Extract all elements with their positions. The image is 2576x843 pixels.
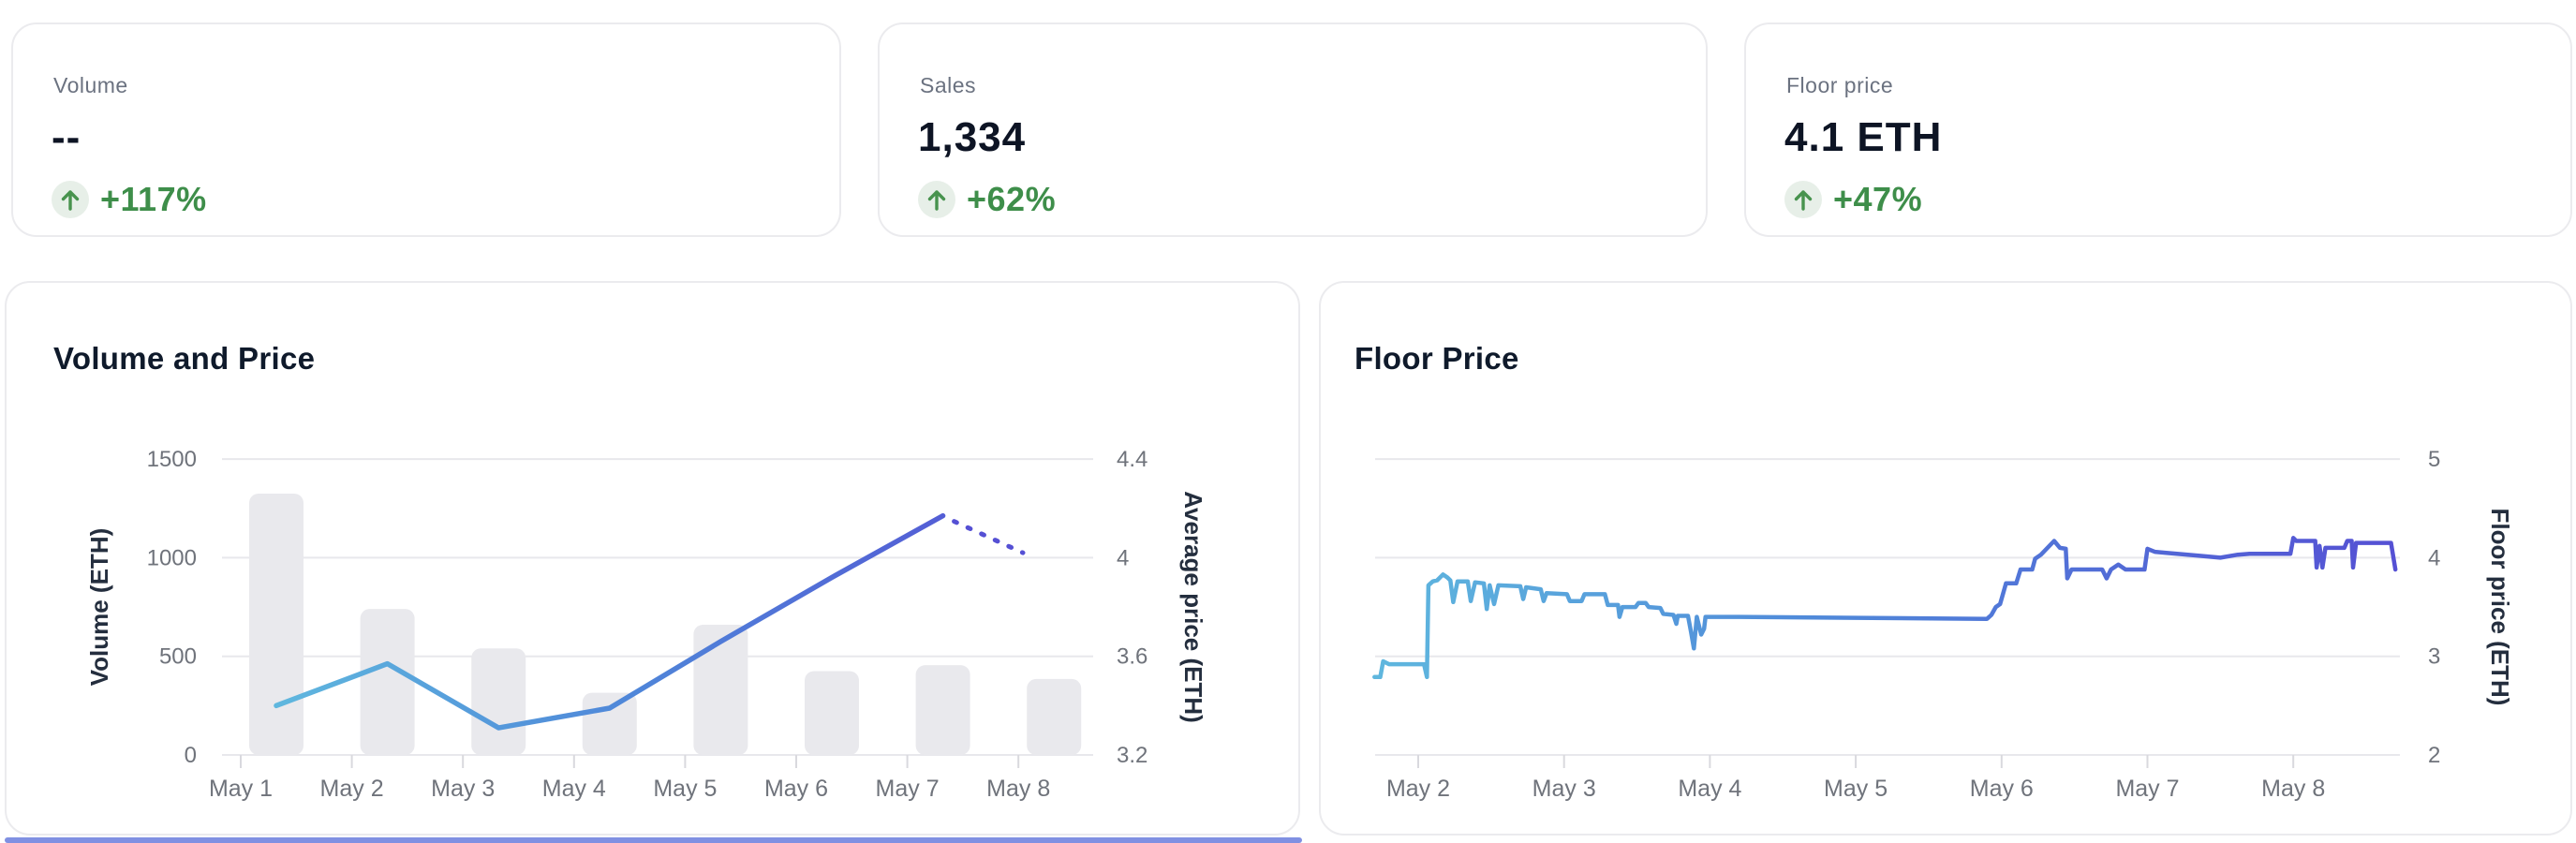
right-axis-tick-label: 4 xyxy=(1117,545,1129,570)
x-axis-label: May 3 xyxy=(1532,776,1596,802)
x-axis-label: May 5 xyxy=(653,776,717,802)
volume-and-price-chart[interactable]: 0 3.2 500 3.6 1000 4 1500 4.4 May 1 May 2 May 3 May… xyxy=(7,283,1300,836)
x-axis-label: May 4 xyxy=(1678,776,1741,802)
projected-price-line[interactable] xyxy=(952,519,1026,555)
floor-price-line[interactable] xyxy=(1372,536,2398,680)
left-axis-title: Volume (ETH) xyxy=(85,528,113,687)
right-axis-tick-label: 4 xyxy=(2428,545,2440,570)
volume-bar[interactable] xyxy=(1027,678,1082,755)
x-axis-label: May 2 xyxy=(320,776,384,802)
y-axis-tick-label: 0 xyxy=(185,743,197,768)
volume-and-price-chart-card: Volume and Price 0 3.2 500 3.6 1000 4 1500 4.4 M… xyxy=(5,281,1300,836)
x-axis-label: May 8 xyxy=(2261,776,2325,802)
right-axis-title: Floor price (ETH) xyxy=(2486,509,2514,706)
stat-change-badge: +62% xyxy=(918,180,1056,219)
chart-title: Floor Price xyxy=(1355,341,1519,376)
volume-bar[interactable] xyxy=(360,609,415,755)
x-axis-label: May 1 xyxy=(209,776,273,802)
y-axis-tick-label: 1500 xyxy=(147,447,197,472)
stat-value: -- xyxy=(52,114,81,160)
right-axis-tick-label: 4.4 xyxy=(1117,447,1147,472)
volume-bar[interactable] xyxy=(693,625,748,755)
x-axis-label: May 4 xyxy=(542,776,606,802)
x-axis-label: May 6 xyxy=(1970,776,2034,802)
partial-next-section-edge xyxy=(5,837,1302,843)
stat-change-value: +47% xyxy=(1833,180,1923,218)
right-axis-tick-label: 3 xyxy=(2428,644,2440,670)
y-axis-tick-label: 500 xyxy=(159,644,197,670)
right-axis-tick-label: 5 xyxy=(2428,447,2440,472)
stat-label: Floor price xyxy=(1786,73,1894,97)
arrow-up-icon xyxy=(1784,181,1822,218)
x-axis-label: May 6 xyxy=(764,776,828,802)
average-price-line[interactable] xyxy=(274,512,946,731)
arrow-up-icon xyxy=(52,181,89,218)
x-axis-label: May 7 xyxy=(2115,776,2179,802)
x-axis-label: May 5 xyxy=(1824,776,1888,802)
volume-bar[interactable] xyxy=(805,671,859,755)
x-axis-label: May 3 xyxy=(431,776,495,802)
volume-bar[interactable] xyxy=(915,665,970,755)
right-axis-tick-label: 2 xyxy=(2428,743,2440,768)
y-axis-tick-label: 1000 xyxy=(147,545,197,570)
floor-price-chart-card: Floor Price 2 3 4 5 May 2 May 3 May 4 May 5 May … xyxy=(1319,281,2572,836)
stat-label: Volume xyxy=(53,73,128,97)
right-axis-title: Average price (ETH) xyxy=(1179,491,1207,723)
chart-title: Volume and Price xyxy=(53,341,316,376)
stat-card-sales: Sales 1,334 +62% xyxy=(878,22,1708,237)
stat-value: 4.1 ETH xyxy=(1784,114,1943,160)
arrow-up-icon xyxy=(918,181,955,218)
stat-change-badge: +117% xyxy=(52,180,207,219)
right-axis-tick-label: 3.2 xyxy=(1117,743,1147,768)
stat-change-badge: +47% xyxy=(1784,180,1922,219)
x-axis-label: May 2 xyxy=(1386,776,1450,802)
stat-value: 1,334 xyxy=(918,114,1027,160)
stat-change-value: +117% xyxy=(100,180,207,218)
volume-bar[interactable] xyxy=(582,692,637,755)
x-axis-label: May 8 xyxy=(986,776,1050,802)
right-axis-tick-label: 3.6 xyxy=(1117,644,1147,670)
x-axis-label: May 7 xyxy=(876,776,940,802)
volume-bar[interactable] xyxy=(249,493,303,755)
stat-change-value: +62% xyxy=(967,180,1057,218)
stat-card-floor-price: Floor price 4.1 ETH +47% xyxy=(1744,22,2572,237)
stat-card-volume: Volume -- +117% xyxy=(11,22,841,237)
stat-label: Sales xyxy=(920,73,977,97)
volume-bar[interactable] xyxy=(471,648,526,755)
